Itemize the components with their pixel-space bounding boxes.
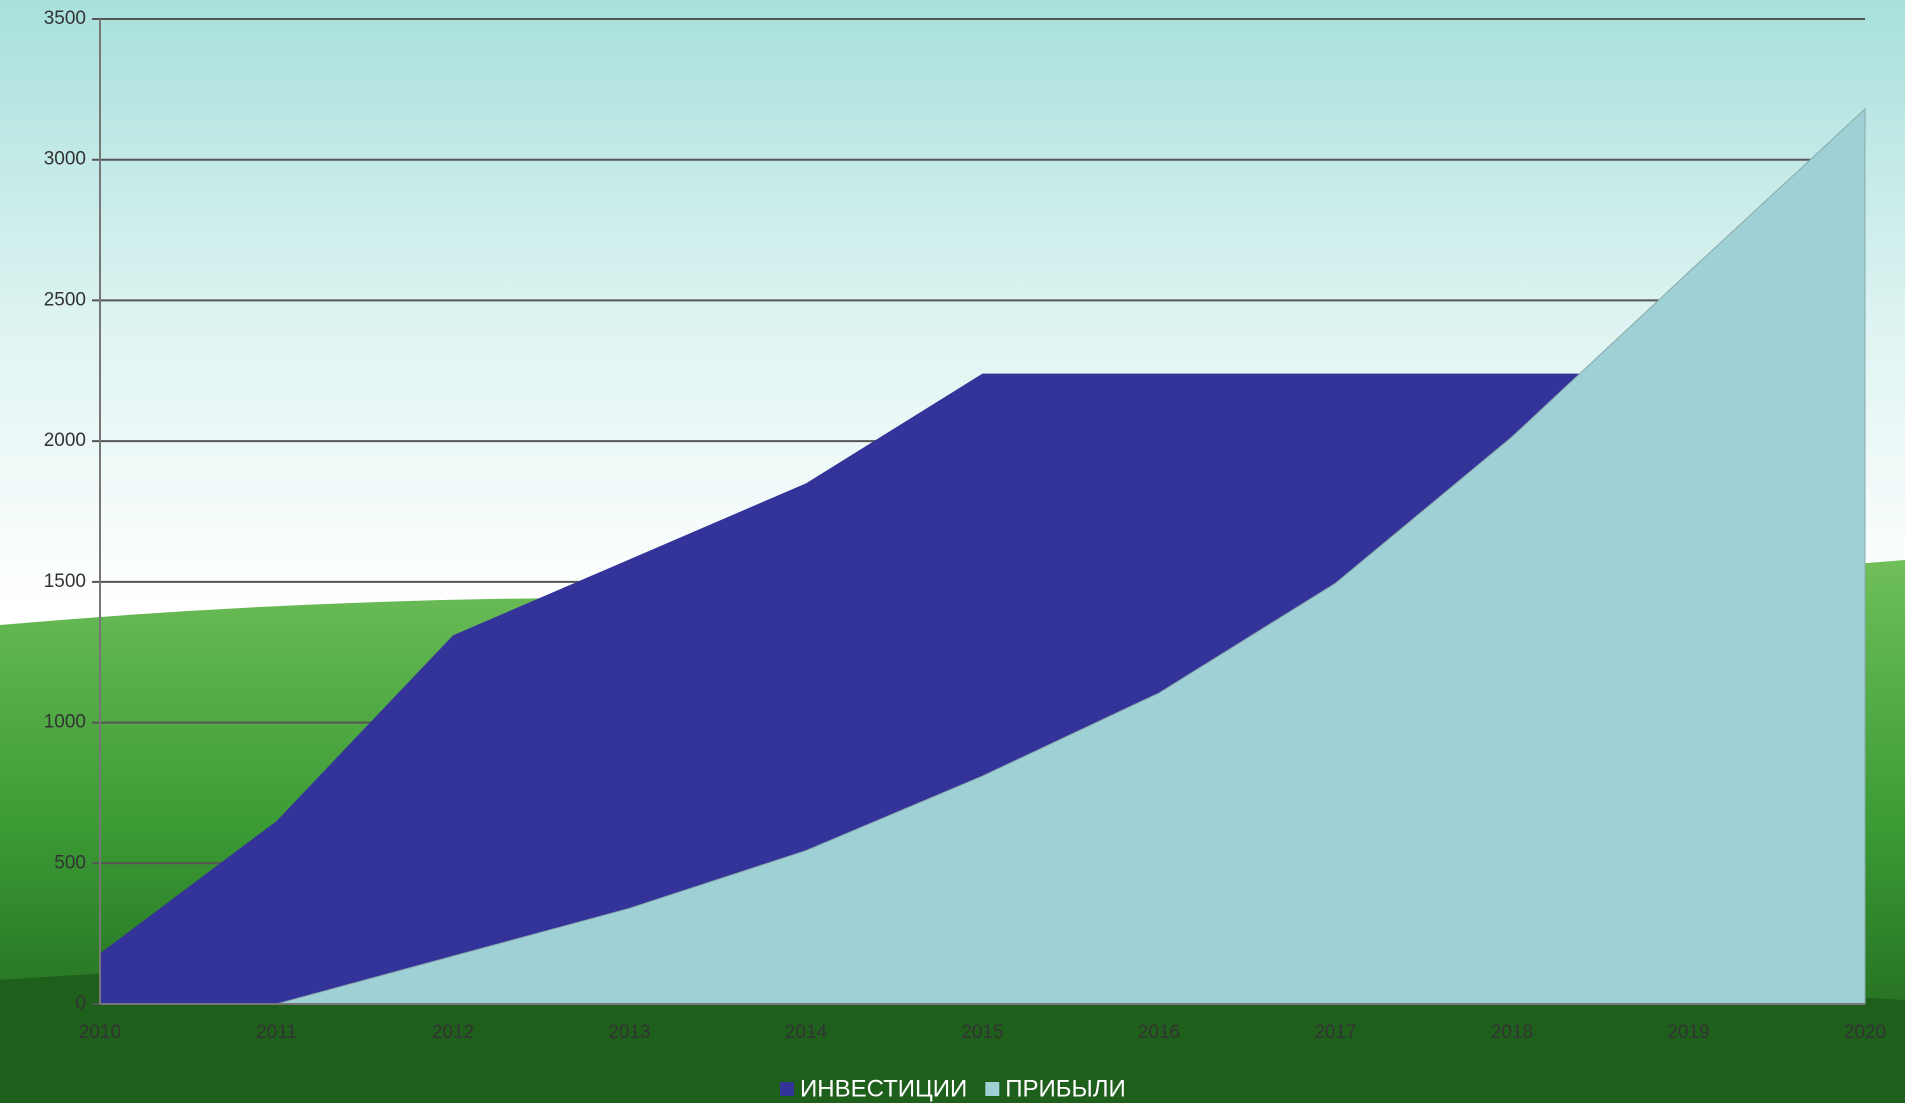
y-tick-label: 2500 [44, 289, 86, 310]
legend-label: ИНВЕСТИЦИИ [800, 1075, 967, 1102]
x-tick-label: 2019 [1667, 1022, 1709, 1043]
y-tick-label: 500 [54, 852, 86, 873]
x-tick-label: 2011 [256, 1022, 297, 1043]
x-tick-label: 2015 [961, 1022, 1003, 1043]
y-tick-label: 1000 [44, 712, 86, 733]
legend-swatch [985, 1082, 1000, 1096]
y-tick-label: 3500 [44, 8, 86, 29]
y-tick-label: 2000 [44, 430, 86, 451]
legend-swatch [780, 1082, 794, 1096]
y-tick-label: 3000 [44, 149, 86, 170]
x-tick-label: 2012 [432, 1022, 474, 1043]
legend-label: ПРИБЫЛИ [1005, 1075, 1126, 1102]
x-tick-label: 2013 [608, 1022, 650, 1043]
plot: 0 500 1000 1500 2000 2500 3000 3500 2010 2011 2012… [44, 8, 1886, 1102]
x-tick-label: 2017 [1314, 1022, 1356, 1043]
y-tick-label: 1500 [44, 571, 86, 592]
x-tick-label: 2020 [1844, 1022, 1886, 1043]
x-tick-label: 2014 [785, 1022, 828, 1043]
area [100, 107, 1866, 1005]
y-tick-label: 0 [75, 993, 86, 1014]
x-tick-label: 2010 [79, 1022, 121, 1043]
x-tick-label: 2018 [1491, 1022, 1533, 1043]
x-tick-label: 2016 [1138, 1022, 1180, 1043]
